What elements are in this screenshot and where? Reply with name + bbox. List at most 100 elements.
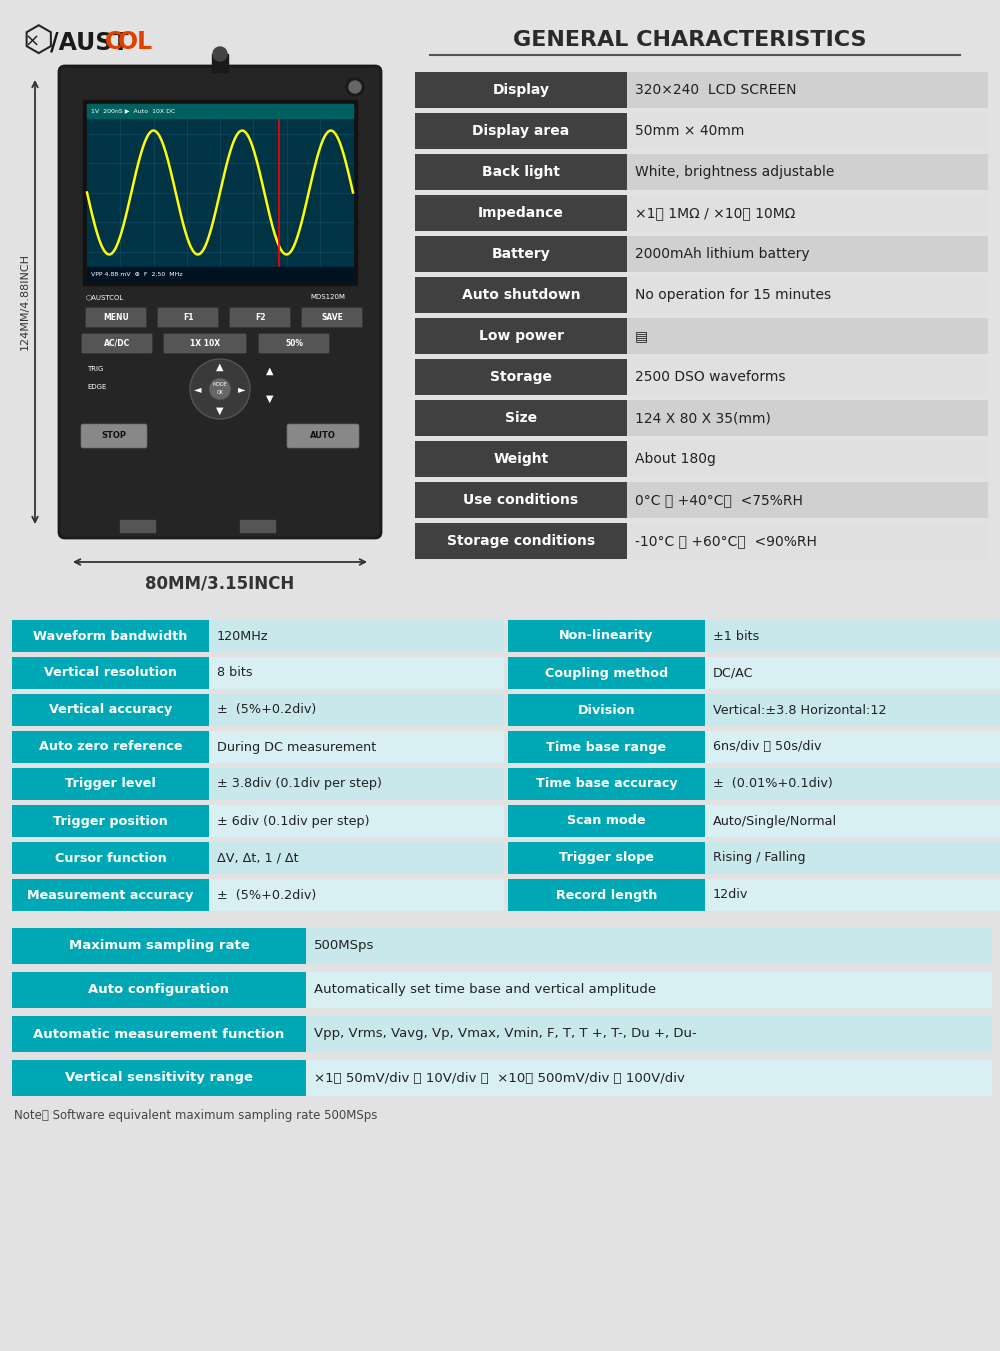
Bar [627,317,988,354]
Text: Vertical sensitivity range: Vertical sensitivity range [65,1071,253,1085]
Text: 50%: 50% [285,339,303,349]
Bar [627,523,988,559]
Text: Measurement accuracy: Measurement accuracy [27,889,194,901]
Bar [415,154,627,190]
Bar [240,520,275,532]
Bar [209,694,504,725]
Bar [627,482,988,517]
Text: Display: Display [493,82,550,97]
Bar [12,971,306,1008]
Text: 2000mAh lithium battery: 2000mAh lithium battery [635,247,810,261]
Bar [87,104,353,118]
Bar [705,842,1000,874]
Text: Battery: Battery [492,247,550,261]
Text: ±  (5%+0.2div): ± (5%+0.2div) [217,889,316,901]
Text: Auto shutdown: Auto shutdown [462,288,580,303]
Bar [87,104,353,281]
Bar [209,842,504,874]
Bar [83,100,357,285]
Bar [415,236,627,272]
Text: ±  (5%+0.2div): ± (5%+0.2div) [217,704,316,716]
Bar [12,928,306,965]
Bar [306,971,992,1008]
FancyBboxPatch shape [230,308,290,327]
Text: Vertical:±3.8 Horizontal:12: Vertical:±3.8 Horizontal:12 [713,704,886,716]
Bar [415,317,627,354]
Bar [508,657,705,689]
Text: EDGE: EDGE [87,384,106,390]
Circle shape [190,359,250,419]
Text: ± 3.8div (0.1div per step): ± 3.8div (0.1div per step) [217,777,382,790]
Text: STOP: STOP [102,431,126,440]
Text: Time base accuracy: Time base accuracy [536,777,677,790]
Text: Storage conditions: Storage conditions [447,534,595,549]
Bar [508,842,705,874]
FancyBboxPatch shape [287,424,359,449]
Text: Automatic measurement function: Automatic measurement function [33,1028,285,1040]
Bar [120,520,155,532]
Text: VPP 4.88 mV  ⊕  F  2.50  MHz: VPP 4.88 mV ⊕ F 2.50 MHz [91,272,183,277]
Text: Non-linearity: Non-linearity [559,630,654,643]
Text: 50mm × 40mm: 50mm × 40mm [635,124,744,138]
FancyBboxPatch shape [82,334,152,354]
Bar [415,72,627,108]
FancyBboxPatch shape [86,308,146,327]
Text: 8 bits: 8 bits [217,666,252,680]
Text: -10°C ～ +60°C；  <90%RH: -10°C ～ +60°C； <90%RH [635,534,817,549]
Text: Auto zero reference: Auto zero reference [39,740,182,754]
Text: OL: OL [118,30,153,54]
Text: Note： Software equivalent maximum sampling rate 500MSps: Note： Software equivalent maximum sampli… [14,1109,377,1121]
Bar [12,657,209,689]
Text: C: C [105,30,122,54]
Text: Vpp, Vrms, Vavg, Vp, Vmax, Vmin, F, T, T +, T-, Du +, Du-: Vpp, Vrms, Vavg, Vp, Vmax, Vmin, F, T, T… [314,1028,697,1040]
Text: /AUST: /AUST [50,30,128,54]
Bar [705,694,1000,725]
Text: Impedance: Impedance [478,205,564,220]
FancyBboxPatch shape [158,308,218,327]
FancyBboxPatch shape [81,424,147,449]
Bar [415,440,627,477]
Bar [12,694,209,725]
Text: 0°C ～ +40°C；  <75%RH: 0°C ～ +40°C； <75%RH [635,493,803,507]
Text: Storage: Storage [490,370,552,384]
Bar [508,731,705,763]
Text: Scan mode: Scan mode [567,815,646,828]
Bar [415,523,627,559]
Text: ±1 bits: ±1 bits [713,630,759,643]
Bar [306,1016,992,1052]
Text: Size: Size [505,411,537,426]
Text: ⬡AUSTCOL: ⬡AUSTCOL [85,295,123,300]
Bar [627,277,988,313]
Text: 320×240  LCD SCREEN: 320×240 LCD SCREEN [635,82,797,97]
Text: F2: F2 [255,313,265,322]
Text: Waveform bandwidth: Waveform bandwidth [33,630,188,643]
Bar [627,400,988,436]
Bar [508,694,705,725]
FancyBboxPatch shape [302,308,362,327]
Bar [87,267,353,281]
Text: TRIG: TRIG [87,366,103,372]
Text: 1X 10X: 1X 10X [190,339,220,349]
Bar [12,805,209,838]
Bar [627,72,988,108]
Bar [705,620,1000,653]
Text: ►: ► [238,384,246,394]
Bar [508,767,705,800]
Text: ▼: ▼ [216,407,224,416]
Text: Auto/Single/Normal: Auto/Single/Normal [713,815,837,828]
Text: Vertical resolution: Vertical resolution [44,666,177,680]
Bar [209,880,504,911]
Bar [627,113,988,149]
Bar [306,928,992,965]
Text: No operation for 15 minutes: No operation for 15 minutes [635,288,831,303]
Bar [306,1061,992,1096]
Text: ×1： 1MΩ / ×10： 10MΩ: ×1： 1MΩ / ×10： 10MΩ [635,205,795,220]
Text: 1V  200nS ▶  Auto  10X DC: 1V 200nS ▶ Auto 10X DC [91,108,175,113]
Bar [705,805,1000,838]
FancyBboxPatch shape [258,334,330,354]
Bar [627,154,988,190]
Text: Trigger slope: Trigger slope [559,851,654,865]
Text: ▲: ▲ [216,362,224,372]
Bar [627,236,988,272]
Text: OK: OK [216,390,224,396]
